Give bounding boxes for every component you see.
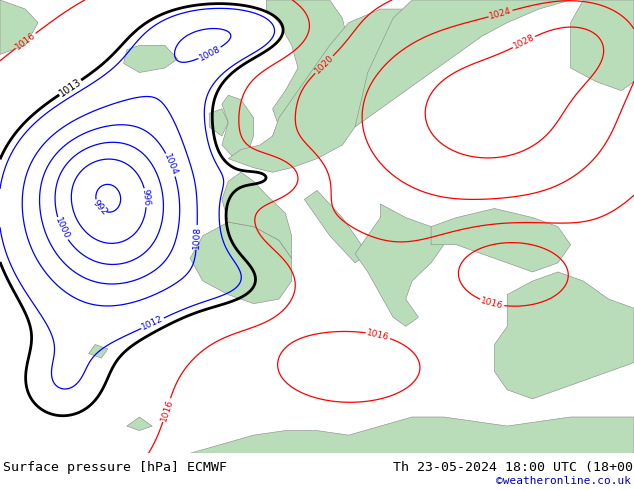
- Text: 1016: 1016: [14, 30, 37, 51]
- Text: 1013: 1013: [57, 76, 83, 98]
- Text: 1008: 1008: [191, 226, 202, 249]
- Text: 1024: 1024: [488, 6, 513, 21]
- Text: Surface pressure [hPa] ECMWF: Surface pressure [hPa] ECMWF: [3, 462, 227, 474]
- Text: 1016: 1016: [159, 398, 174, 422]
- Text: 1020: 1020: [313, 53, 335, 76]
- Text: 1016: 1016: [480, 296, 504, 311]
- Text: 1008: 1008: [197, 44, 222, 63]
- Text: 992: 992: [91, 198, 109, 217]
- Text: 1016: 1016: [366, 328, 391, 342]
- Text: 1000: 1000: [53, 217, 71, 241]
- Text: 1012: 1012: [140, 315, 165, 332]
- Text: ©weatheronline.co.uk: ©weatheronline.co.uk: [496, 476, 631, 486]
- Text: 996: 996: [141, 189, 152, 207]
- Text: Th 23-05-2024 18:00 UTC (18+00): Th 23-05-2024 18:00 UTC (18+00): [393, 462, 634, 474]
- Text: 1028: 1028: [512, 33, 536, 51]
- Text: 1004: 1004: [162, 152, 179, 177]
